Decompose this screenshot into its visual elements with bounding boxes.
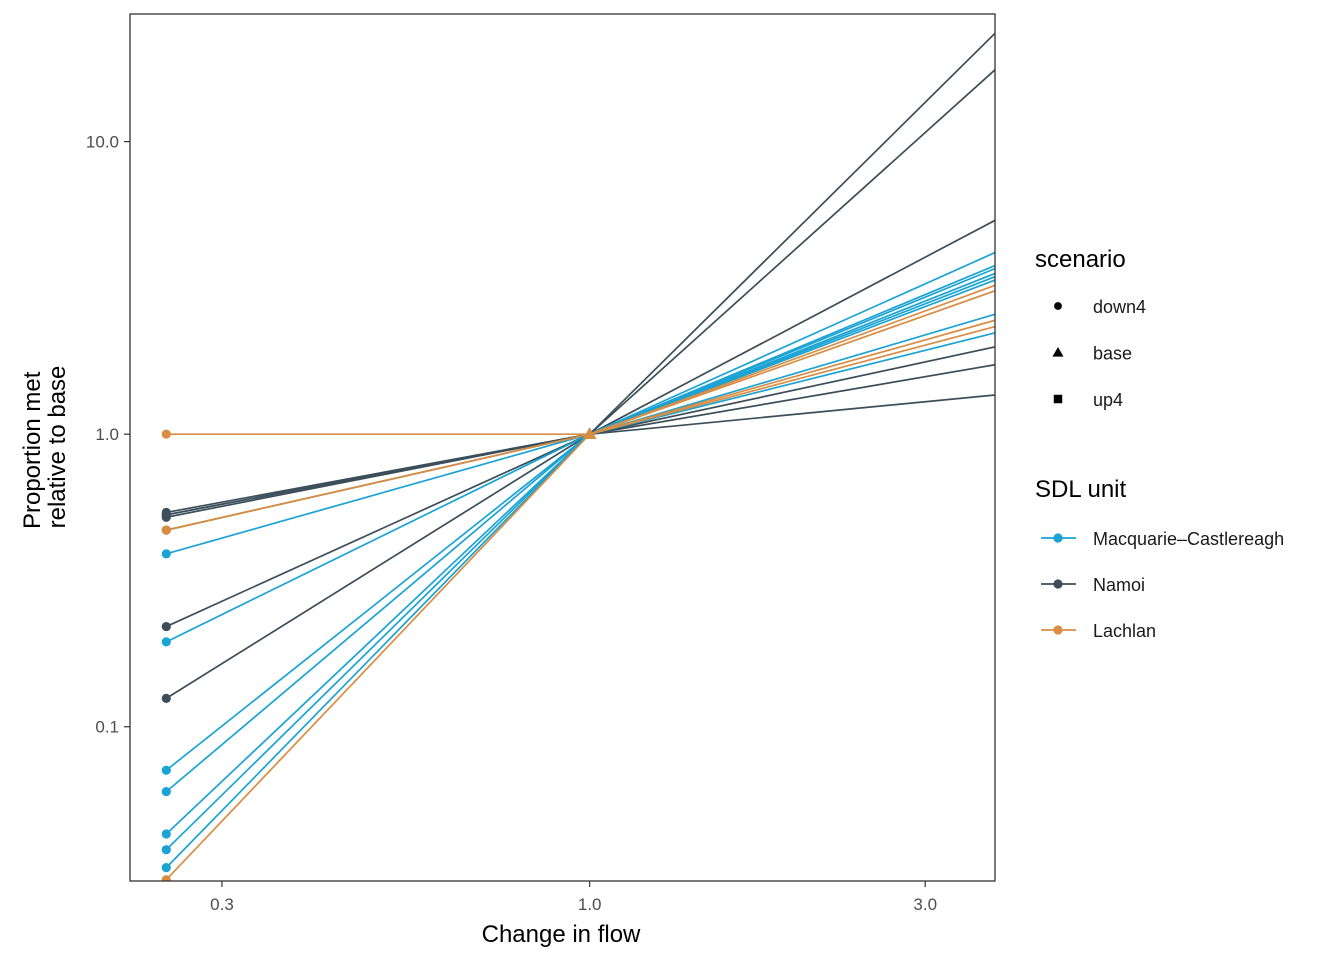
data-point-up4 bbox=[1008, 304, 1018, 314]
legend-label-down4: down4 bbox=[1093, 297, 1146, 317]
data-series bbox=[165, 32, 995, 881]
legend-label-up4: up4 bbox=[1093, 390, 1123, 410]
series-line bbox=[165, 331, 995, 869]
data-point-down4 bbox=[161, 549, 171, 559]
legend-label-base: base bbox=[1093, 344, 1132, 364]
x-tick-label: 0.3 bbox=[210, 895, 234, 914]
y-axis-title-line-2: relative to base bbox=[44, 366, 71, 529]
data-point-down4 bbox=[161, 787, 171, 797]
y-tick-label: 10.0 bbox=[86, 133, 119, 152]
data-point-down4 bbox=[161, 765, 171, 775]
data-point-up4 bbox=[1008, 274, 1018, 284]
series-line bbox=[165, 345, 995, 700]
data-point-up4 bbox=[1008, 256, 1018, 266]
data-point-up4 bbox=[1008, 265, 1018, 275]
legend-scenario-title: scenario bbox=[1035, 246, 1126, 273]
data-points bbox=[161, 10, 1018, 881]
data-point-up4 bbox=[1008, 206, 1018, 216]
legend-key-up4 bbox=[1053, 394, 1063, 404]
y-axis-ticks: 0.1 1.0 10.0 bbox=[86, 133, 130, 737]
data-point-down4 bbox=[161, 525, 171, 535]
legend-unit-title: SDL unit bbox=[1035, 476, 1126, 503]
series-line bbox=[165, 279, 995, 835]
data-point-up4 bbox=[1008, 317, 1018, 327]
series-line bbox=[166, 394, 995, 516]
data-point-up4 bbox=[1008, 310, 1018, 320]
legend-key-base bbox=[1052, 346, 1064, 357]
data-point-down4 bbox=[161, 875, 171, 881]
plot-panel-border bbox=[129, 13, 996, 882]
legend-key-point bbox=[1053, 533, 1063, 543]
y-axis-title: Proportion met relative to base bbox=[19, 365, 71, 529]
data-point-down4 bbox=[161, 829, 171, 839]
legend-sdl-unit: SDL unit Macquarie–Castlereagh Namoi Lachl… bbox=[1035, 476, 1284, 641]
x-tick-label: 3.0 bbox=[913, 895, 937, 914]
legend-key-point bbox=[1053, 579, 1063, 589]
data-point-up4 bbox=[1008, 323, 1018, 333]
data-point-down4 bbox=[161, 510, 171, 520]
data-point-up4 bbox=[1008, 49, 1018, 59]
x-axis-title: Change in flow bbox=[482, 921, 641, 948]
series-line bbox=[165, 219, 995, 628]
data-point-up4 bbox=[1008, 261, 1018, 271]
data-point-down4 bbox=[161, 621, 171, 632]
series-line bbox=[166, 363, 995, 519]
data-point-up4 bbox=[1008, 239, 1018, 249]
series-line bbox=[166, 319, 995, 531]
y-tick-label: 1.0 bbox=[95, 425, 119, 444]
series-line bbox=[166, 251, 995, 531]
legend-label-unit: Lachlan bbox=[1093, 621, 1156, 641]
data-point-base bbox=[583, 427, 597, 440]
data-point-down4 bbox=[161, 429, 171, 439]
data-point-up4 bbox=[1008, 268, 1018, 278]
data-point-up4 bbox=[1008, 388, 1018, 398]
legend-scenario: scenario down4 base up4 bbox=[1035, 246, 1146, 410]
data-point-up4 bbox=[1008, 357, 1018, 367]
series-line bbox=[166, 68, 995, 516]
legend-key-down4 bbox=[1054, 302, 1062, 310]
y-axis-title-line-1: Proportion met bbox=[19, 371, 46, 529]
legend-key-point bbox=[1053, 625, 1063, 635]
legend-label-unit: Macquarie–Castlereagh bbox=[1093, 529, 1284, 549]
data-point-down4 bbox=[161, 863, 171, 873]
data-point-down4 bbox=[161, 845, 171, 855]
legend-label-unit: Namoi bbox=[1093, 575, 1145, 595]
y-tick-label: 0.1 bbox=[95, 718, 119, 737]
data-point-down4 bbox=[161, 637, 171, 647]
data-point-up4 bbox=[1008, 10, 1018, 20]
x-tick-label: 1.0 bbox=[578, 895, 602, 914]
data-point-up4 bbox=[1008, 253, 1018, 263]
data-point-down4 bbox=[161, 693, 171, 703]
x-axis-ticks: 0.3 1.0 3.0 bbox=[210, 881, 937, 914]
data-point-up4 bbox=[1008, 338, 1018, 348]
data-point-up4 bbox=[1008, 279, 1018, 289]
